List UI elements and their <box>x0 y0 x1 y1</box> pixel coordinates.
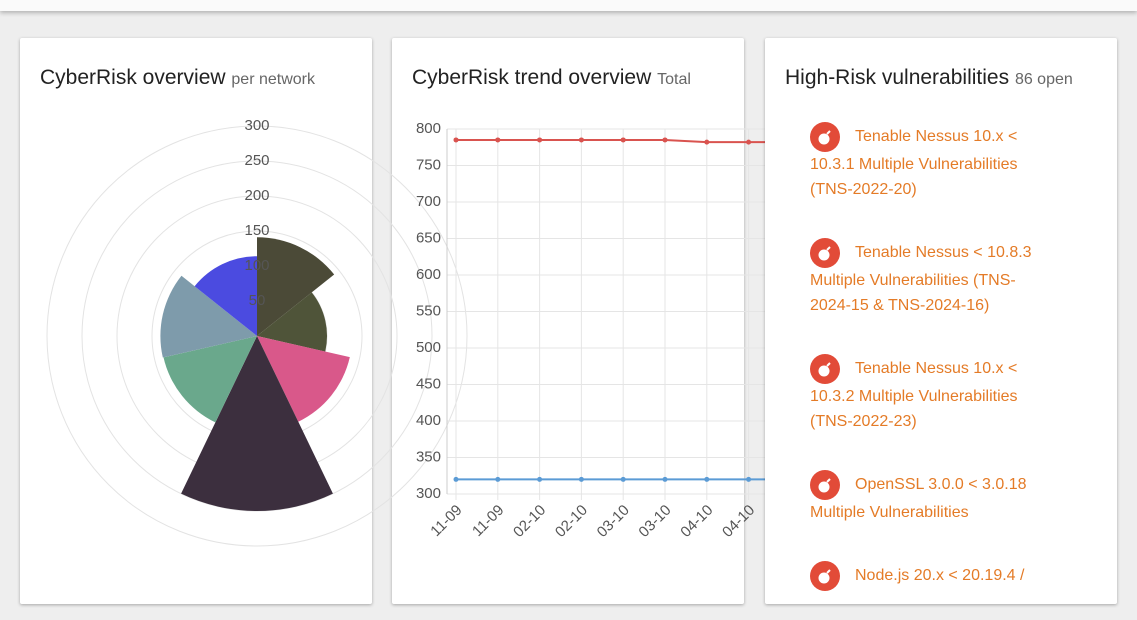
x-tick-label: 03-10 <box>594 502 633 541</box>
icon-bomb <box>818 481 830 493</box>
icon-fuse <box>826 362 831 367</box>
y-tick-label: 550 <box>416 302 441 319</box>
segment <box>160 275 257 358</box>
y-tick-label: 800 <box>416 120 441 137</box>
x-tick-label: 04-10 <box>677 502 716 541</box>
vulnerability-link[interactable]: OpenSSL 3.0.0 < 3.0.18 Multiple Vulnerab… <box>810 470 1045 525</box>
point <box>537 476 543 482</box>
vulnerability-text: Tenable Nessus < 10.8.3 Multiple Vulnera… <box>810 244 1032 314</box>
r-tick-label: 250 <box>244 152 269 169</box>
bomb-icon <box>810 122 840 152</box>
point <box>495 476 501 482</box>
bomb-icon <box>810 470 840 500</box>
top-bar <box>0 0 1137 11</box>
x-tick-label: 11-09 <box>469 502 507 540</box>
bomb-icon <box>810 238 840 268</box>
segment <box>181 336 333 511</box>
icon-bomb <box>818 572 830 584</box>
vulnerability-link[interactable]: Tenable Nessus 10.x < 10.3.1 Multiple Vu… <box>810 122 1045 202</box>
title: CyberRisk trend overview <box>412 66 652 89</box>
y-tick-label: 400 <box>416 412 441 429</box>
vulnerability-text: Tenable Nessus 10.x < 10.3.1 Multiple Vu… <box>810 128 1018 198</box>
point <box>746 139 752 145</box>
y-tick-label: 350 <box>416 448 441 465</box>
y-tick-label: 700 <box>416 193 441 210</box>
icon-fuse <box>826 478 831 483</box>
icon-fuse <box>826 246 831 251</box>
r-tick-label: 200 <box>244 187 269 204</box>
segment <box>163 336 257 423</box>
r-tick-label: 300 <box>244 117 269 134</box>
icon-bomb <box>818 249 830 261</box>
vulnerability-text: Node.js 20.x < 20.19.4 / <box>855 567 1025 585</box>
x-tick-label: 04-10 <box>719 502 758 541</box>
bomb-icon <box>810 354 840 384</box>
point <box>704 139 710 145</box>
card: High-Risk vulnerabilities 86 open Tenabl… <box>765 38 1117 604</box>
x-tick-label: 03-10 <box>635 502 674 541</box>
r-tick-label: 50 <box>249 292 266 309</box>
y-tick-label: 450 <box>416 375 441 392</box>
r-tick-label: 150 <box>244 222 269 239</box>
point <box>746 476 752 482</box>
vulnerability-text: OpenSSL 3.0.0 < 3.0.18 Multiple Vulnerab… <box>810 476 1027 521</box>
subtitle: 86 open <box>1014 71 1073 88</box>
icon-fuse <box>826 130 831 135</box>
icon-bomb <box>818 365 830 377</box>
point <box>453 137 459 143</box>
point <box>537 137 543 143</box>
title: High-Risk vulnerabilities <box>785 66 1010 89</box>
icon-fuse <box>826 569 831 574</box>
vulnerability-link[interactable]: Tenable Nessus < 10.8.3 Multiple Vulnera… <box>810 238 1045 318</box>
vulnerability-link[interactable]: Node.js 20.x < 20.19.4 / <box>810 561 1045 591</box>
segment <box>257 237 335 336</box>
subtitle: per network <box>231 71 315 88</box>
point <box>662 476 668 482</box>
title: CyberRisk overview <box>40 66 226 89</box>
vulnerability-link[interactable]: Tenable Nessus 10.x < 10.3.2 Multiple Vu… <box>810 354 1045 434</box>
y-tick-label: 600 <box>416 266 441 283</box>
card-title: High-Risk vulnerabilities 86 open <box>785 64 1097 94</box>
r-tick-label: 100 <box>244 257 269 274</box>
x-tick-label: 11-09 <box>427 502 465 540</box>
x-tick-label: 02-10 <box>510 502 549 541</box>
point <box>578 476 584 482</box>
segment <box>257 292 328 352</box>
point <box>620 137 626 143</box>
grid-circle <box>46 125 468 547</box>
point <box>495 137 501 143</box>
point <box>704 476 710 482</box>
point <box>620 476 626 482</box>
y-tick-label: 500 <box>416 339 441 356</box>
grid-circle <box>81 160 433 512</box>
card-title: CyberRisk trend overview Total <box>412 64 724 94</box>
bomb-icon <box>810 561 840 591</box>
point <box>662 137 668 143</box>
y-tick-label: 300 <box>416 485 441 502</box>
vulnerability-text: Tenable Nessus 10.x < 10.3.2 Multiple Vu… <box>810 360 1018 430</box>
y-tick-label: 750 <box>416 156 441 173</box>
x-tick-label: 02-10 <box>552 502 591 541</box>
card: CyberRisk trend overview Total <box>392 38 744 604</box>
subtitle: Total <box>657 71 691 88</box>
point <box>578 137 584 143</box>
card-title: CyberRisk overview per network <box>40 64 352 94</box>
icon-bomb <box>818 133 830 145</box>
y-tick-label: 650 <box>416 229 441 246</box>
point <box>453 476 459 482</box>
vulnerability-list: Tenable Nessus 10.x < 10.3.1 Multiple Vu… <box>785 122 1045 591</box>
segment <box>194 256 257 336</box>
segment <box>257 336 350 422</box>
